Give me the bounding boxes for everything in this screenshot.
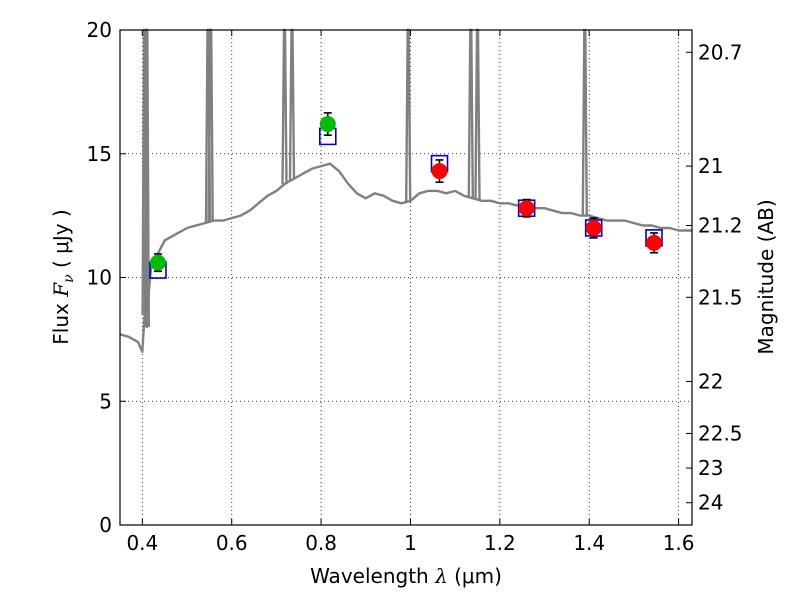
y-tick-label: 20 [87,18,112,42]
right-tick-label: 22.5 [698,421,743,445]
y-tick-label: 15 [87,142,112,166]
x-tick-label: 0.8 [305,531,337,555]
x-tick-label: 1.2 [484,531,516,555]
right-tick-label: 20.7 [698,40,743,64]
right-tick-label: 22 [698,369,723,393]
right-axis-label: Magnitude (AB) [754,199,778,354]
x-tick-label: 0.4 [126,531,158,555]
y-axis-label: Flux Fν ( μJy ) [49,209,77,344]
observed-point [431,163,448,180]
right-tick-label: 21.5 [698,285,743,309]
right-tick-label: 21.2 [698,214,743,238]
observed-point [646,234,663,251]
observed-point [149,254,166,271]
y-tick-label: 0 [99,513,112,537]
right-tick-label: 24 [698,491,723,515]
spectrum-line [119,162,692,353]
x-tick-label: 0.6 [216,531,248,555]
observed-point [319,116,336,133]
x-tick-label: 1 [404,531,417,555]
x-tick-label: 1.4 [573,531,605,555]
points-layer [149,112,663,279]
observed-point [585,220,602,236]
right-tick-label: 21 [698,154,723,178]
right-tick-label: 23 [698,456,723,480]
observed-point [518,200,535,217]
y-tick-label: 5 [99,389,112,413]
x-tick-label: 1.6 [663,531,695,555]
ticks-layer: 0.4 0.6 0.8 1 1.2 1.4 1.6 0 5 10 15 20 20.7 21 21.2 21.… [87,18,743,555]
y-tick-label: 10 [87,266,112,290]
x-axis-label: Wavelength λ (μm) [310,564,502,588]
